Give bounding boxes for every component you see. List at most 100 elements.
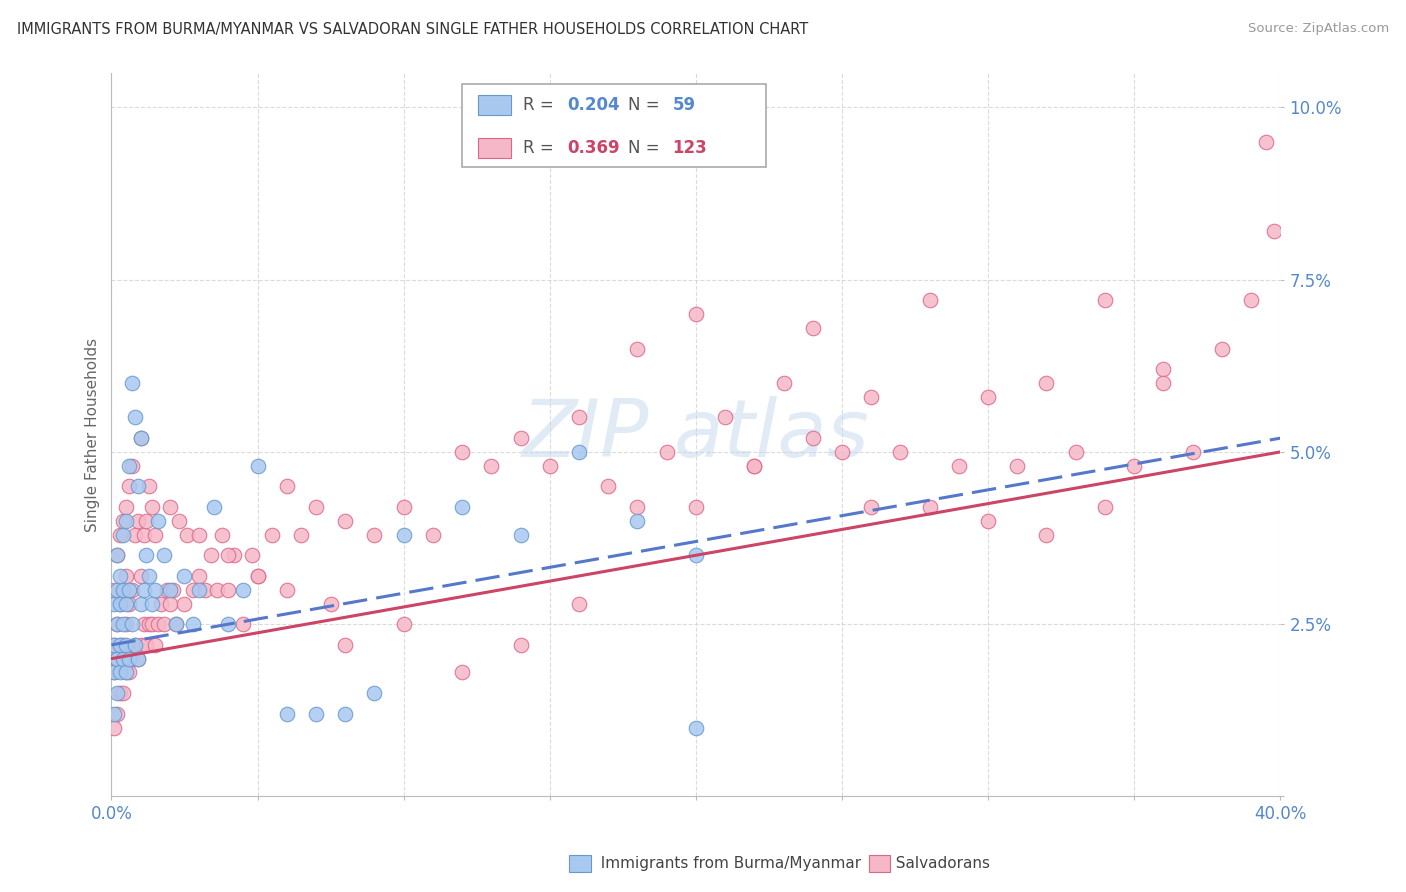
Point: [509, 527, 531, 541]
Point: [626, 514, 648, 528]
Text: R =: R =: [523, 139, 558, 157]
Point: [141, 500, 163, 514]
Point: [1263, 224, 1285, 238]
Point: [112, 617, 135, 632]
Point: [124, 638, 146, 652]
Point: [568, 410, 591, 425]
Point: [103, 638, 125, 652]
Point: [392, 617, 415, 632]
Point: [112, 527, 135, 541]
Point: [165, 617, 187, 632]
Point: [115, 514, 138, 528]
Point: [167, 514, 190, 528]
Point: [860, 390, 883, 404]
Point: [141, 617, 163, 632]
Point: [772, 376, 794, 390]
Point: [159, 500, 181, 514]
Point: [143, 527, 166, 541]
Point: [112, 582, 135, 597]
Point: [1094, 293, 1116, 308]
Point: [217, 582, 239, 597]
Point: [685, 549, 707, 563]
Point: [1094, 500, 1116, 514]
Point: [173, 569, 195, 583]
Point: [138, 617, 160, 632]
Point: [112, 686, 135, 700]
Point: [392, 527, 415, 541]
Point: [831, 445, 853, 459]
Point: [188, 569, 211, 583]
Point: [105, 686, 128, 700]
Point: [176, 527, 198, 541]
Point: [112, 638, 135, 652]
Point: [108, 597, 131, 611]
Point: [977, 514, 1000, 528]
Point: [202, 500, 225, 514]
Text: 59: 59: [672, 95, 696, 114]
Point: [108, 665, 131, 680]
Point: [105, 651, 128, 665]
Point: [121, 582, 143, 597]
Point: [115, 569, 138, 583]
Point: [118, 651, 141, 665]
Point: [305, 706, 328, 721]
Point: [305, 500, 328, 514]
Point: [129, 431, 152, 445]
FancyBboxPatch shape: [478, 138, 512, 159]
Point: [115, 597, 138, 611]
Point: [422, 527, 444, 541]
Point: [108, 638, 131, 652]
Point: [451, 665, 474, 680]
Point: [392, 500, 415, 514]
Point: [205, 582, 228, 597]
Text: Immigrants from Burma/Myanmar: Immigrants from Burma/Myanmar: [591, 856, 860, 871]
Point: [217, 617, 239, 632]
Point: [1064, 445, 1087, 459]
Point: [129, 569, 152, 583]
FancyBboxPatch shape: [463, 84, 766, 167]
Point: [1007, 458, 1029, 473]
Text: R =: R =: [523, 95, 558, 114]
Point: [889, 445, 911, 459]
Point: [538, 458, 561, 473]
Point: [135, 638, 157, 652]
Point: [118, 458, 141, 473]
Point: [153, 617, 176, 632]
Point: [451, 445, 474, 459]
Point: [1123, 458, 1146, 473]
Point: [319, 597, 342, 611]
Point: [108, 527, 131, 541]
Point: [159, 597, 181, 611]
Point: [103, 597, 125, 611]
Text: ZIP atlas: ZIP atlas: [522, 396, 870, 474]
Point: [141, 597, 163, 611]
Point: [108, 597, 131, 611]
Point: [124, 527, 146, 541]
Point: [363, 527, 385, 541]
Point: [246, 458, 269, 473]
Point: [181, 617, 204, 632]
Point: [118, 479, 141, 493]
Point: [240, 549, 263, 563]
Point: [188, 582, 211, 597]
Point: [150, 597, 173, 611]
Point: [103, 665, 125, 680]
Point: [112, 514, 135, 528]
Point: [103, 638, 125, 652]
Point: [135, 549, 157, 563]
Point: [451, 500, 474, 514]
Point: [143, 638, 166, 652]
Point: [118, 582, 141, 597]
Point: [224, 549, 246, 563]
Point: [132, 617, 155, 632]
Text: IMMIGRANTS FROM BURMA/MYANMAR VS SALVADORAN SINGLE FATHER HOUSEHOLDS CORRELATION: IMMIGRANTS FROM BURMA/MYANMAR VS SALVADO…: [17, 22, 808, 37]
Point: [276, 706, 298, 721]
Point: [129, 638, 152, 652]
Point: [232, 617, 254, 632]
Point: [156, 582, 179, 597]
Point: [335, 514, 357, 528]
Point: [1254, 135, 1277, 149]
Point: [127, 651, 149, 665]
Point: [276, 582, 298, 597]
Point: [1152, 376, 1174, 390]
